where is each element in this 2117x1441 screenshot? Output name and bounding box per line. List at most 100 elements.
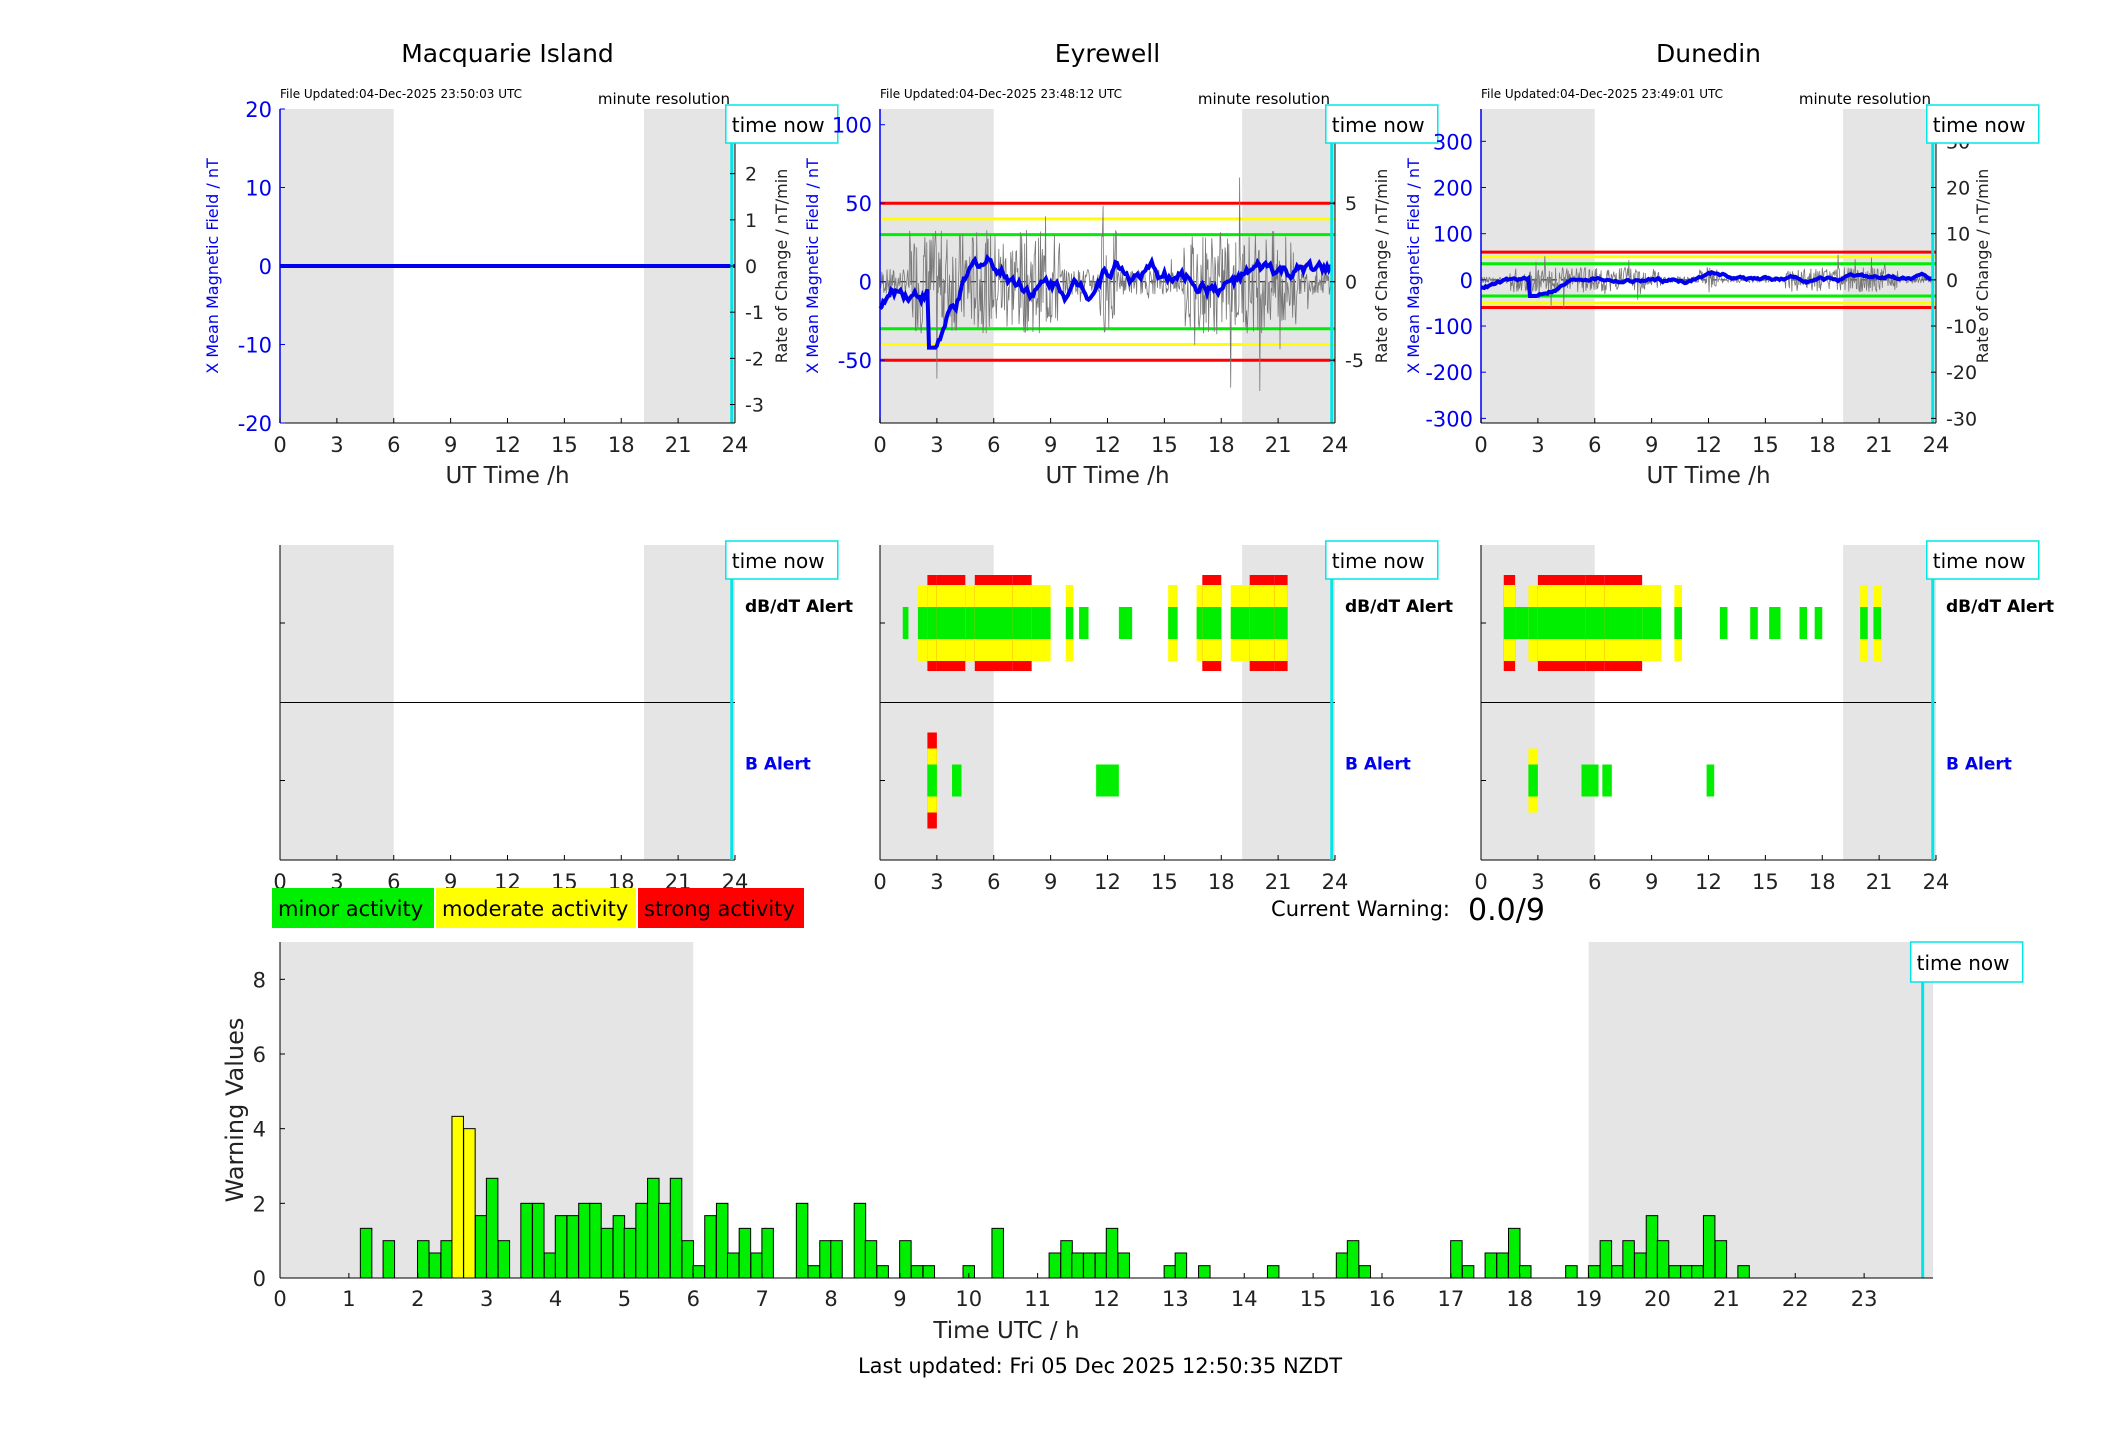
warning-bar — [474, 1215, 488, 1279]
warning-bar — [1117, 1252, 1130, 1279]
x-tick-label: 15 — [1151, 870, 1178, 894]
warning-bar — [485, 1177, 499, 1279]
warning-bar — [635, 1202, 648, 1279]
x-tick-label: 18 — [1809, 870, 1836, 894]
dbdt-alert-minor — [1537, 607, 1586, 639]
legend-label-minor: minor activity — [278, 897, 423, 921]
x-tick-label: 0 — [1474, 870, 1487, 894]
right-tick-label: -3 — [745, 395, 764, 417]
night-shading — [1843, 109, 1936, 423]
x-tick-label: 12 — [1695, 433, 1722, 457]
time-now-label: time now — [1933, 113, 2026, 137]
left-tick-label: -10 — [238, 334, 272, 358]
dbdt-alert-minor — [1118, 607, 1133, 639]
night-shading — [1481, 109, 1595, 423]
legend-swatch-strong — [638, 888, 804, 928]
warning-bar — [1565, 1265, 1578, 1279]
dbdt-alert-minor — [1750, 607, 1758, 639]
warning-bar — [1450, 1240, 1463, 1279]
file-updated-text: File Updated:04-Dec-2025 23:48:12 UTC — [880, 87, 1122, 101]
warning-bar — [1163, 1265, 1177, 1279]
dbdt-alert-minor — [1515, 607, 1529, 639]
x-tick-label: 8 — [824, 1287, 837, 1311]
x-tick-label: 21 — [1265, 433, 1292, 457]
left-tick-label: -300 — [1425, 407, 1473, 431]
x-tick-label: 3 — [930, 870, 943, 894]
x-tick-label: 24 — [1322, 433, 1349, 457]
b-alert-label: B Alert — [745, 755, 811, 775]
warning-bar — [1358, 1265, 1372, 1279]
resolution-text: minute resolution — [1198, 90, 1330, 108]
warning-bar — [795, 1202, 809, 1279]
warning-bar — [1094, 1252, 1108, 1279]
warning-bar — [738, 1227, 752, 1279]
legend-label-strong: strong activity — [644, 897, 795, 921]
right-tick-label: -5 — [1345, 350, 1364, 372]
right-tick-label: 20 — [1946, 178, 1970, 200]
x-tick-label: 24 — [1923, 870, 1950, 894]
x-tick-label: 21 — [1866, 433, 1893, 457]
b-alert-label: B Alert — [1946, 755, 2012, 775]
warning-bar — [578, 1202, 591, 1279]
time-now-label: time now — [732, 549, 825, 573]
x-tick-label: 24 — [722, 433, 749, 457]
warning-bar — [726, 1252, 740, 1279]
left-axis-label: X Mean Magnetic Field / nT — [803, 158, 822, 374]
x-tick-label: 0 — [873, 433, 886, 457]
right-tick-label: 0 — [1946, 270, 1958, 292]
x-tick-label: 6 — [987, 433, 1000, 457]
warning-bar — [428, 1252, 442, 1279]
x-tick-label: 12 — [1094, 433, 1121, 457]
x-axis-label: UT Time /h — [445, 463, 569, 489]
warning-bar — [864, 1240, 878, 1279]
x-tick-label: 19 — [1575, 1287, 1602, 1311]
left-tick-label: 100 — [1433, 223, 1473, 247]
dbdt-alert-minor — [1585, 607, 1605, 639]
warning-bar — [1071, 1252, 1084, 1279]
x-tick-label: 18 — [1809, 433, 1836, 457]
right-tick-label: -30 — [1946, 408, 1977, 430]
warning-bar — [497, 1240, 511, 1279]
x-tick-label: 6 — [687, 1287, 700, 1311]
x-tick-label: 12 — [1695, 870, 1722, 894]
warning-bar — [1702, 1215, 1716, 1279]
x-tick-label: 0 — [1474, 433, 1487, 457]
y-tick-label: 2 — [253, 1192, 266, 1216]
warning-bar — [750, 1252, 763, 1279]
x-tick-label: 18 — [1208, 433, 1235, 457]
dbdt-alert-minor — [902, 607, 909, 639]
dbdt-alert-minor — [1202, 607, 1222, 639]
y-axis-label: Warning Values — [221, 1018, 249, 1203]
warning-bar — [876, 1265, 889, 1279]
dbdt-alert-minor — [974, 607, 1013, 639]
y-tick-label: 0 — [253, 1267, 266, 1291]
x-tick-label: 9 — [1044, 433, 1057, 457]
x-tick-label: 21 — [1866, 870, 1893, 894]
warning-bar — [1634, 1252, 1647, 1279]
warning-bar — [440, 1240, 453, 1279]
warning-bar — [417, 1240, 430, 1279]
right-tick-label: 0 — [1345, 272, 1357, 294]
station-title: Macquarie Island — [401, 39, 614, 68]
left-axis-label: X Mean Magnetic Field / nT — [1404, 158, 1423, 374]
last-updated-text: Last updated: Fri 05 Dec 2025 12:50:35 N… — [858, 1354, 1342, 1378]
warning-bar — [1519, 1265, 1532, 1279]
x-tick-label: 16 — [1369, 1287, 1396, 1311]
time-now-box — [1926, 540, 2040, 580]
x-tick-label: 18 — [1208, 870, 1235, 894]
left-tick-label: 0 — [259, 255, 272, 279]
warning-bar — [1611, 1265, 1624, 1279]
dbdt-alert-minor — [965, 607, 975, 639]
warning-bar — [681, 1240, 694, 1279]
x-tick-label: 15 — [1151, 433, 1178, 457]
station-title: Dunedin — [1656, 39, 1761, 68]
x-tick-label: 0 — [273, 433, 286, 457]
time-now-box — [1926, 104, 2040, 144]
y-tick-label: 4 — [253, 1118, 266, 1142]
x-tick-label: 10 — [955, 1287, 982, 1311]
legend-swatch-minor — [272, 888, 434, 928]
